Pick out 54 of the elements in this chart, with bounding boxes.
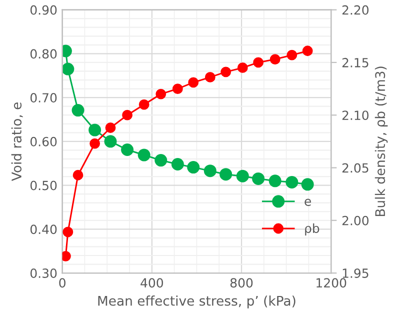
- point: [172, 84, 183, 94]
- point: [138, 148, 150, 162]
- x-axis-title: Mean effective stress, p’ (kPa): [98, 296, 296, 308]
- legend-label: ρb: [305, 223, 320, 236]
- point: [187, 161, 200, 174]
- y-tick-label: 0.70: [30, 93, 57, 102]
- y2-tick-label: 2.20: [342, 5, 369, 15]
- y-tick-label: 0.60: [30, 136, 57, 146]
- point: [236, 170, 249, 182]
- x-tick-label: 800: [230, 278, 253, 288]
- point: [171, 158, 184, 170]
- point: [204, 72, 216, 82]
- point: [156, 88, 166, 100]
- y-axis-title: Void ratio, e: [11, 102, 23, 181]
- point: [270, 54, 280, 65]
- y2-tick-label: 2.15: [342, 58, 368, 68]
- point: [62, 226, 74, 238]
- y-tick-label: 0.80: [30, 49, 57, 59]
- point: [121, 144, 134, 156]
- point: [105, 122, 116, 133]
- x-tick-label: 1200: [316, 278, 346, 288]
- point: [252, 172, 265, 185]
- point: [220, 66, 232, 78]
- point: [90, 138, 100, 149]
- point: [237, 62, 248, 73]
- point: [204, 164, 216, 178]
- x-tick-label: 400: [140, 278, 164, 288]
- y2-tick-label: 2.10: [342, 110, 369, 120]
- y-tick-label: 0.40: [30, 224, 57, 234]
- y2-tick-label: 2.00: [342, 216, 369, 226]
- y-tick-label: 0.90: [30, 5, 57, 15]
- point: [286, 176, 298, 188]
- x-tick-label: 0: [59, 278, 66, 288]
- point: [253, 57, 264, 68]
- y2-tick-label: 2.05: [342, 163, 368, 173]
- point: [268, 174, 282, 188]
- point: [301, 178, 314, 191]
- point: [104, 135, 117, 148]
- point: [122, 110, 132, 120]
- point: [188, 77, 199, 88]
- point: [154, 154, 168, 167]
- point: [138, 99, 150, 110]
- y-tick-label: 0.30: [30, 268, 57, 278]
- y-tick-label: 0.50: [30, 180, 57, 190]
- point: [72, 104, 84, 117]
- point: [220, 168, 232, 181]
- point: [286, 50, 298, 60]
- point: [72, 170, 84, 180]
- legend-label: e: [304, 198, 311, 206]
- point: [88, 124, 102, 136]
- point: [62, 62, 74, 76]
- y2-tick-label: 1.95: [342, 268, 368, 278]
- y2-axis-title: Bulk density, ρb (t/m3): [374, 66, 388, 216]
- point: [302, 46, 313, 56]
